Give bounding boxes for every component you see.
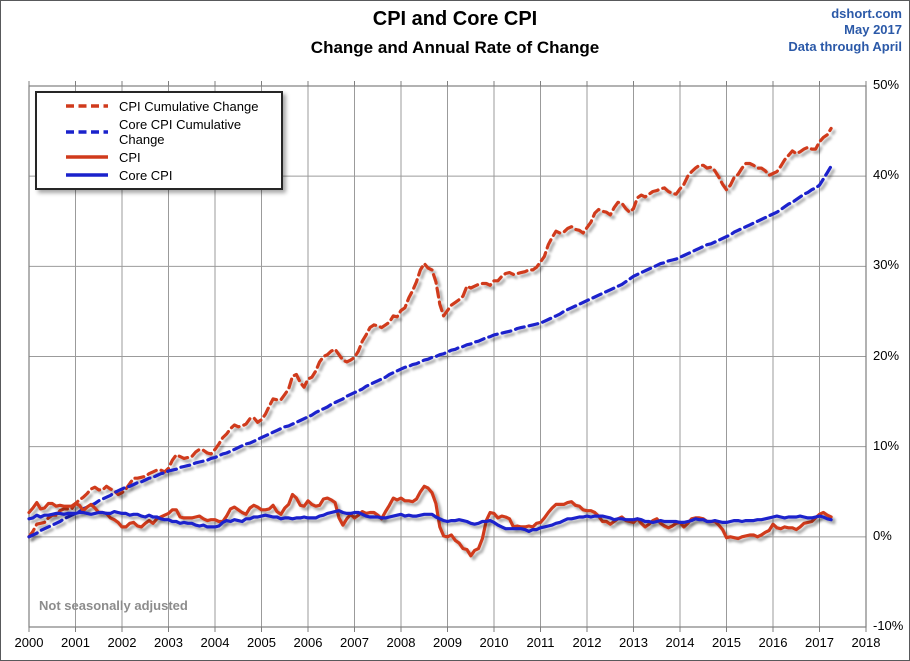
- x-tick-label: 2017: [805, 635, 834, 650]
- legend-label: Core CPI Cumulative Change: [119, 116, 242, 147]
- x-tick-label: 2002: [107, 635, 137, 650]
- y-tick-label: -10%: [873, 618, 904, 633]
- y-tick-label: 10%: [873, 437, 900, 453]
- x-tick-label: 2004: [200, 635, 230, 650]
- source-block: dshort.com May 2017 Data through April: [788, 6, 902, 55]
- x-tick-label: 2011: [526, 635, 555, 650]
- legend-label: Core CPI: [119, 167, 173, 183]
- legend-box: CPI Cumulative Change Core CPI Cumulativ…: [35, 91, 283, 190]
- x-tick-label: 2005: [247, 635, 276, 650]
- legend-item-cpi-cumulative: CPI Cumulative Change: [64, 99, 277, 114]
- x-tick-label: 2000: [14, 635, 44, 650]
- y-tick-label: 20%: [873, 347, 900, 363]
- footnote: Not seasonally adjusted: [39, 598, 188, 613]
- x-tick-label: 2010: [479, 635, 509, 650]
- blue-dashed-line-swatch: [66, 129, 108, 134]
- legend-item-cpi: CPI: [64, 150, 277, 165]
- y-tick-label: 0%: [873, 527, 892, 543]
- red-dashed-line-swatch: [66, 104, 108, 108]
- source-note: Data through April: [788, 38, 902, 54]
- source-site: dshort.com: [831, 6, 902, 21]
- source-date: May 2017: [844, 22, 902, 38]
- chart-subtitle: Change and Annual Rate of Change: [310, 38, 600, 57]
- legend-item-core-cpi-cumulative: Core CPI Cumulative Change: [64, 117, 277, 147]
- y-tick-label: 50%: [873, 77, 900, 92]
- x-tick-label: 2008: [386, 635, 416, 650]
- x-tick-label: 2006: [293, 635, 323, 650]
- x-tick-label: 2001: [61, 635, 90, 650]
- x-tick-label: 2013: [619, 635, 648, 650]
- y-tick-label: 30%: [873, 257, 900, 273]
- x-tick-label: 2015: [712, 635, 741, 650]
- legend-item-core-cpi: Core CPI: [64, 168, 277, 183]
- x-tick-label: 2003: [154, 635, 183, 650]
- blue-solid-line-swatch: [66, 173, 108, 177]
- y-tick-label: 40%: [873, 167, 900, 183]
- legend-label: CPI Cumulative Change: [119, 98, 259, 114]
- x-tick-label: 2007: [340, 635, 369, 650]
- x-tick-label: 2012: [572, 635, 602, 650]
- red-solid-line-swatch: [66, 155, 108, 159]
- chart-title: CPI and Core CPI: [372, 8, 538, 30]
- x-tick-label: 2009: [433, 635, 462, 650]
- x-tick-label: 2018: [851, 635, 881, 650]
- x-tick-label: 2016: [758, 635, 788, 650]
- legend-label: CPI: [119, 149, 141, 165]
- x-tick-label: 2014: [665, 635, 695, 650]
